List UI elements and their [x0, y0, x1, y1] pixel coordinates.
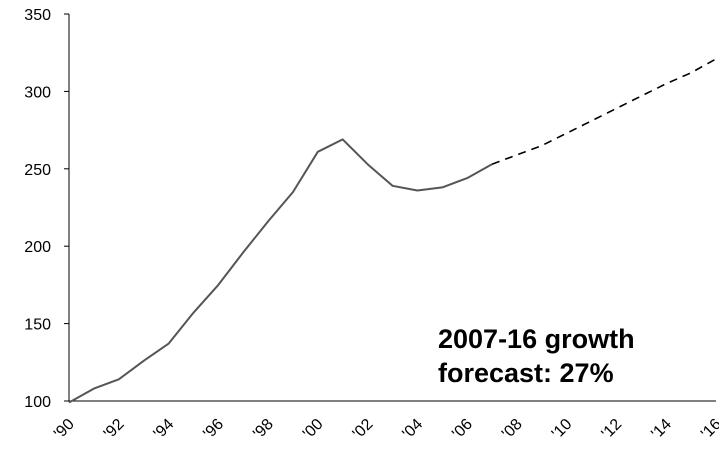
- growth-annotation: 2007-16 growth forecast: 27%: [438, 322, 635, 390]
- x-axis-labels: '90 '92 '94 '96 '98 '00 '02 '04 '06 '08 '10 '12 '14 '…: [51, 416, 719, 443]
- x-tick-label-7: '04: [399, 416, 426, 443]
- y-axis-ticks: [64, 13, 69, 402]
- x-tick-label-10: '10: [549, 416, 576, 443]
- y-tick-label-100: 100: [24, 394, 51, 411]
- x-tick-label-0: '90: [51, 416, 78, 443]
- x-tick-label-11: '12: [599, 416, 626, 443]
- x-tick-label-1: '92: [101, 416, 128, 443]
- x-tick-label-9: '08: [499, 416, 526, 443]
- x-tick-label-2: '94: [151, 416, 178, 443]
- series-layer: [68, 58, 717, 404]
- x-tick-label-5: '00: [300, 416, 327, 443]
- y-tick-label-150: 150: [24, 317, 51, 334]
- y-tick-label-250: 250: [24, 162, 51, 179]
- x-tick-label-6: '02: [350, 416, 377, 443]
- x-tick-label-12: '14: [648, 416, 675, 443]
- historical-series-line: [68, 138, 493, 404]
- x-tick-label-4: '98: [250, 416, 277, 443]
- forecast-series-line: [491, 58, 717, 165]
- annotation-line-1: 2007-16 growth: [438, 324, 635, 354]
- y-tick-label-300: 300: [24, 84, 51, 101]
- x-tick-label-13: '16: [698, 416, 719, 443]
- annotation-line-2: forecast: 27%: [438, 358, 614, 388]
- y-tick-label-200: 200: [24, 239, 51, 256]
- x-tick-label-3: '96: [200, 416, 227, 443]
- x-tick-label-8: '06: [449, 416, 476, 443]
- y-axis-labels: 100 150 200 250 300 350: [24, 7, 51, 411]
- y-tick-label-350: 350: [24, 7, 51, 24]
